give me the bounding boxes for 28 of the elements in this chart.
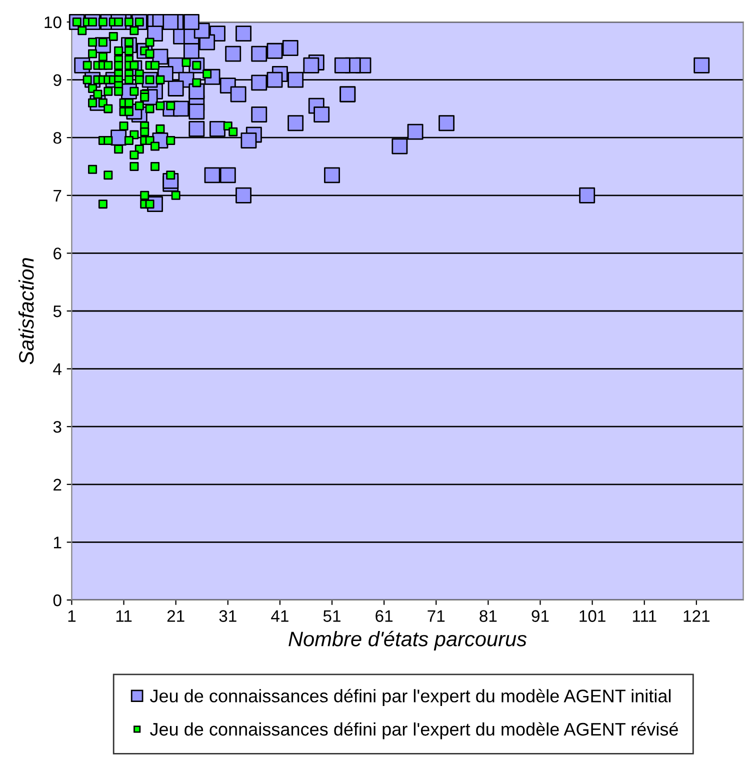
y-tick-label: 5 (53, 306, 62, 318)
y-tick-label: 1 (54, 536, 62, 548)
y-axis-title: Satisfaction (18, 258, 34, 364)
x-tick-label: 61 (376, 610, 393, 622)
legend-label: Jeu de connaissances défini par l'expert du modèle AGENT initial (150, 688, 671, 706)
x-tick-label: 51 (323, 610, 340, 622)
x-tick-label: 111 (632, 610, 656, 622)
x-tick-label: 1 (68, 610, 76, 622)
x-tick-label: 81 (480, 610, 497, 622)
y-tick-label: 8 (53, 132, 62, 144)
y-tick-label: 6 (54, 248, 62, 260)
x-tick-label: 91 (532, 610, 549, 622)
y-tick-label: 7 (54, 190, 62, 202)
x-tick-label: 11 (116, 610, 132, 622)
x-tick-label: 41 (271, 610, 288, 622)
y-tick-label: 10 (44, 16, 62, 28)
y-tick-label: 9 (54, 74, 62, 86)
y-tick-label: 0 (53, 594, 62, 606)
y-tick-label: 3 (53, 421, 62, 433)
x-tick-label: 121 (684, 610, 710, 622)
y-tick-label: 4 (53, 363, 62, 375)
legend-label: Jeu de connaissances défini par l'expert du modèle AGENT révisé (150, 722, 678, 740)
x-tick-label: 21 (167, 610, 184, 622)
x-tick-label: 101 (580, 610, 606, 622)
x-tick-label: 31 (219, 610, 236, 622)
x-tick-label: 71 (428, 610, 445, 622)
y-tick-label: 2 (54, 478, 62, 490)
x-axis-title: Nombre d'états parcourus (288, 630, 527, 650)
